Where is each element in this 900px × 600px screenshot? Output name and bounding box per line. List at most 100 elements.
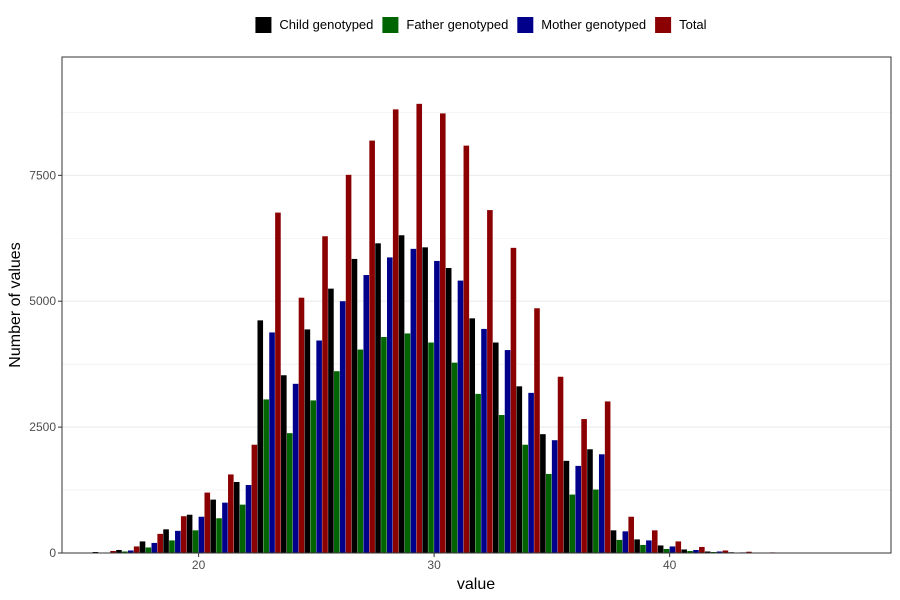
- bar: [463, 145, 470, 554]
- bar: [263, 399, 269, 553]
- bar: [687, 550, 693, 553]
- bar: [310, 400, 317, 553]
- bar: [434, 260, 440, 553]
- bar: [699, 546, 705, 553]
- bar: [116, 549, 122, 553]
- legend-swatch: [517, 17, 534, 33]
- bar: [180, 516, 187, 553]
- bar: [657, 545, 664, 553]
- x-axis-title: value: [457, 576, 495, 593]
- y-tick-label: 2500: [29, 420, 56, 434]
- bar: [746, 551, 752, 553]
- bar: [233, 481, 240, 553]
- bar: [563, 460, 570, 553]
- bar: [557, 376, 564, 553]
- bar: [587, 449, 593, 553]
- bar: [292, 383, 299, 553]
- bar: [198, 516, 205, 553]
- bar: [392, 109, 399, 554]
- bar: [634, 539, 640, 553]
- bar: [404, 333, 411, 553]
- bar: [540, 434, 546, 553]
- bar: [504, 350, 511, 553]
- bar: [345, 174, 352, 553]
- bar: [416, 103, 423, 554]
- x-tick-label: 40: [663, 558, 677, 572]
- bar: [604, 401, 611, 553]
- bar: [398, 235, 405, 553]
- bar: [387, 257, 393, 553]
- bars: [92, 103, 823, 554]
- bar: [445, 267, 452, 553]
- bar: [251, 444, 258, 553]
- x-axis-ticks: 20 30 40: [192, 553, 677, 572]
- bar: [522, 444, 529, 553]
- bar: [551, 440, 558, 553]
- bar: [492, 342, 499, 553]
- bar: [357, 349, 364, 553]
- panel-border: [61, 56, 892, 554]
- bar: [651, 530, 658, 553]
- bar: [145, 547, 152, 553]
- bar: [593, 489, 599, 553]
- bar: [610, 530, 617, 553]
- legend-label: Child genotyped: [279, 17, 373, 32]
- bar: [210, 499, 216, 553]
- bar: [334, 371, 340, 553]
- bar: [475, 393, 481, 553]
- bar: [669, 546, 676, 553]
- bar: [139, 541, 146, 553]
- bar: [439, 113, 446, 553]
- bar: [410, 248, 417, 553]
- bar: [322, 236, 328, 554]
- bar: [369, 140, 375, 553]
- bar: [239, 504, 246, 553]
- bar: [640, 544, 646, 553]
- bar: [275, 212, 281, 554]
- bar: [675, 541, 682, 553]
- legend-label: Mother genotyped: [541, 17, 646, 32]
- bar: [681, 549, 687, 553]
- x-tick-label: 20: [192, 558, 206, 572]
- bar: [245, 485, 252, 553]
- bar: [163, 529, 169, 553]
- bar: [710, 551, 717, 553]
- bar: [622, 531, 629, 553]
- bar: [110, 550, 116, 553]
- bar: [363, 275, 370, 553]
- y-axis-ticks: 0 2500 5000 7500: [29, 168, 62, 560]
- bar: [510, 247, 517, 554]
- bar: [127, 550, 134, 553]
- bar: [451, 362, 458, 553]
- bar: [186, 514, 193, 553]
- bar: [204, 492, 211, 553]
- bar: [381, 336, 387, 553]
- bar: [693, 549, 699, 553]
- bar: [222, 502, 228, 553]
- legend: Child genotyped Father genotyped Mother ge…: [255, 17, 707, 33]
- bar: [175, 530, 181, 553]
- bar: [428, 342, 434, 553]
- bar: [298, 297, 305, 553]
- legend-swatch: [655, 17, 672, 33]
- bar: [351, 258, 358, 553]
- y-tick-label: 5000: [29, 294, 56, 308]
- bar: [469, 318, 476, 553]
- bar: [457, 280, 464, 553]
- legend-swatch: [382, 17, 399, 33]
- bar: [598, 454, 605, 553]
- bar: [122, 551, 128, 553]
- bar: [422, 247, 428, 553]
- bar: [151, 542, 158, 553]
- bar: [281, 375, 287, 553]
- bar: [534, 308, 540, 553]
- bar: [133, 546, 140, 553]
- bar: [722, 550, 729, 553]
- bar: [487, 210, 493, 553]
- bar: [581, 419, 587, 553]
- bar: [716, 551, 723, 553]
- bar: [304, 329, 311, 553]
- bar: [228, 474, 234, 553]
- bar: [575, 465, 582, 553]
- legend-label: Total: [679, 17, 707, 32]
